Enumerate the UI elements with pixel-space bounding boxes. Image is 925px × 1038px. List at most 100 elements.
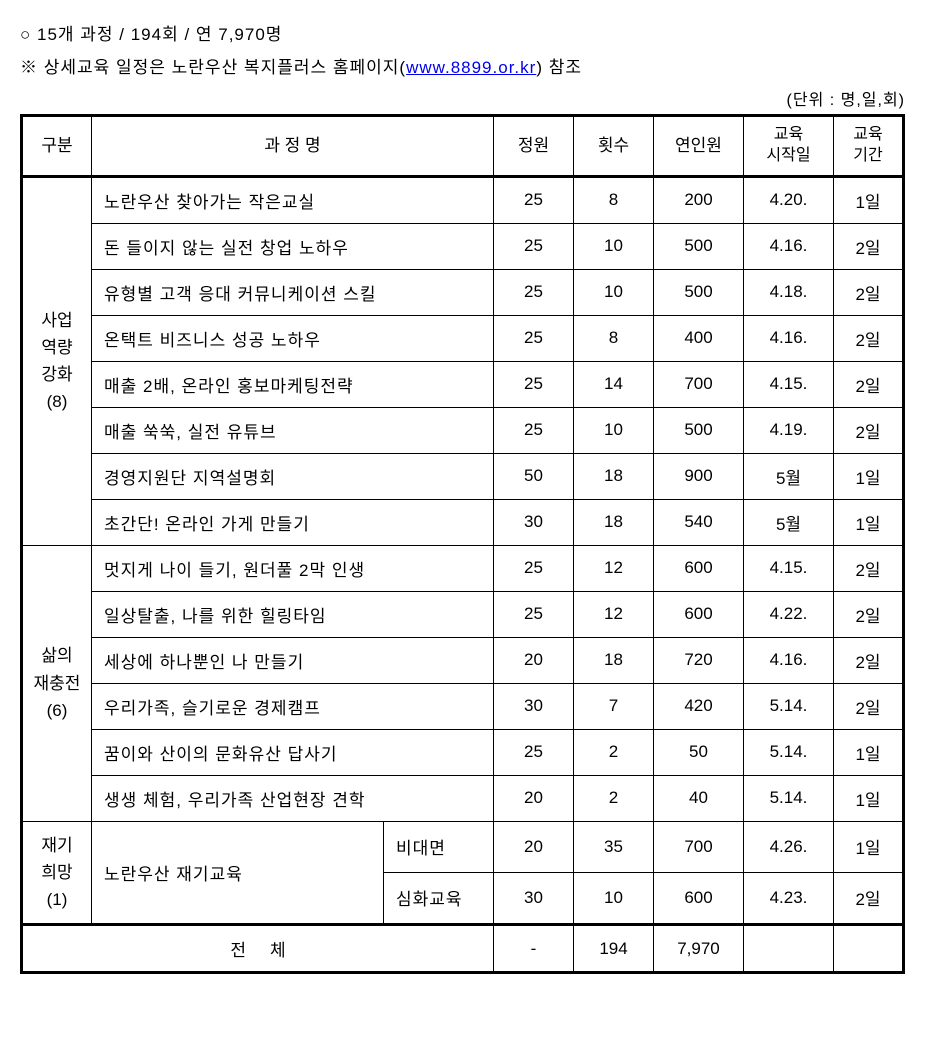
table-row: 재기희망(1)노란우산 재기교육비대면20357004.26.1일 [22, 821, 904, 872]
capacity-cell: 20 [494, 637, 574, 683]
capacity-cell: 25 [494, 223, 574, 269]
count-cell: 10 [574, 223, 654, 269]
capacity-cell: 25 [494, 361, 574, 407]
total-count-cell: 194 [574, 925, 654, 973]
capacity-cell: 20 [494, 821, 574, 872]
capacity-cell: 25 [494, 315, 574, 361]
total-annual-cell: 7,970 [654, 925, 744, 973]
summary-bullet: ○ 15개 과정 / 194회 / 연 7,970명 [20, 20, 905, 45]
total-start-cell [744, 925, 834, 973]
annual-cell: 200 [654, 176, 744, 223]
total-capacity-cell: - [494, 925, 574, 973]
duration-cell: 2일 [834, 315, 904, 361]
start-cell: 4.20. [744, 176, 834, 223]
count-cell: 12 [574, 591, 654, 637]
capacity-cell: 30 [494, 872, 574, 924]
course-name-cell: 매출 쑥쑥, 실전 유튜브 [92, 407, 494, 453]
start-cell: 5.14. [744, 729, 834, 775]
start-cell: 4.22. [744, 591, 834, 637]
education-table: 구분 과 정 명 정원 횟수 연인원 교육 시작일 교육 기간 사업역량강화(8… [20, 114, 905, 974]
capacity-cell: 20 [494, 775, 574, 821]
duration-cell: 1일 [834, 499, 904, 545]
annual-cell: 900 [654, 453, 744, 499]
capacity-cell: 30 [494, 499, 574, 545]
duration-cell: 2일 [834, 545, 904, 591]
category-cell: 삶의재충전(6) [22, 545, 92, 821]
start-cell: 5월 [744, 453, 834, 499]
duration-cell: 1일 [834, 775, 904, 821]
header-course: 과 정 명 [92, 116, 494, 177]
annual-cell: 400 [654, 315, 744, 361]
annual-cell: 600 [654, 591, 744, 637]
duration-cell: 1일 [834, 821, 904, 872]
annual-cell: 700 [654, 821, 744, 872]
course-name-cell: 초간단! 온라인 가게 만들기 [92, 499, 494, 545]
table-row: 유형별 고객 응대 커뮤니케이션 스킬25105004.18.2일 [22, 269, 904, 315]
table-row: 매출 2배, 온라인 홍보마케팅전략25147004.15.2일 [22, 361, 904, 407]
course-name-cell: 일상탈출, 나를 위한 힐링타임 [92, 591, 494, 637]
total-label-cell: 전체 [22, 925, 494, 973]
duration-cell: 2일 [834, 269, 904, 315]
start-cell: 5.14. [744, 683, 834, 729]
annual-cell: 600 [654, 872, 744, 924]
note-suffix: ) 참조 [536, 58, 582, 77]
count-cell: 14 [574, 361, 654, 407]
category-cell: 사업역량강화(8) [22, 176, 92, 545]
annual-cell: 540 [654, 499, 744, 545]
homepage-link[interactable]: www.8899.or.kr [406, 58, 536, 77]
count-cell: 8 [574, 315, 654, 361]
table-row: 사업역량강화(8)노란우산 찾아가는 작은교실2582004.20.1일 [22, 176, 904, 223]
start-cell: 4.16. [744, 315, 834, 361]
count-cell: 8 [574, 176, 654, 223]
start-cell: 4.23. [744, 872, 834, 924]
total-duration-cell [834, 925, 904, 973]
duration-cell: 1일 [834, 453, 904, 499]
table-row: 생생 체험, 우리가족 산업현장 견학202405.14.1일 [22, 775, 904, 821]
duration-cell: 2일 [834, 361, 904, 407]
start-cell: 5.14. [744, 775, 834, 821]
capacity-cell: 25 [494, 545, 574, 591]
annual-cell: 500 [654, 269, 744, 315]
table-row: 삶의재충전(6)멋지게 나이 들기, 원더풀 2막 인생25126004.15.… [22, 545, 904, 591]
table-row: 초간단! 온라인 가게 만들기30185405월1일 [22, 499, 904, 545]
header-capacity: 정원 [494, 116, 574, 177]
start-cell: 4.15. [744, 545, 834, 591]
course-name-cell: 돈 들이지 않는 실전 창업 노하우 [92, 223, 494, 269]
course-sub-cell: 비대면 [384, 821, 494, 872]
course-name-cell: 꿈이와 산이의 문화유산 답사기 [92, 729, 494, 775]
course-name-cell: 노란우산 찾아가는 작은교실 [92, 176, 494, 223]
annual-cell: 500 [654, 223, 744, 269]
count-cell: 18 [574, 637, 654, 683]
count-cell: 7 [574, 683, 654, 729]
note-prefix: ※ 상세교육 일정은 노란우산 복지플러스 홈페이지( [20, 58, 406, 77]
header-duration: 교육 기간 [834, 116, 904, 177]
category-cell: 재기희망(1) [22, 821, 92, 925]
capacity-cell: 25 [494, 407, 574, 453]
start-cell: 4.26. [744, 821, 834, 872]
table-row: 경영지원단 지역설명회50189005월1일 [22, 453, 904, 499]
annual-cell: 600 [654, 545, 744, 591]
unit-label: (단위 : 명,일,회) [20, 86, 905, 110]
total-row: 전체-1947,970 [22, 925, 904, 973]
capacity-cell: 30 [494, 683, 574, 729]
course-name-cell: 세상에 하나뿐인 나 만들기 [92, 637, 494, 683]
duration-cell: 2일 [834, 872, 904, 924]
start-cell: 4.16. [744, 637, 834, 683]
course-main-cell: 노란우산 재기교육 [92, 821, 384, 925]
course-name-cell: 온택트 비즈니스 성공 노하우 [92, 315, 494, 361]
count-cell: 10 [574, 407, 654, 453]
course-name-cell: 매출 2배, 온라인 홍보마케팅전략 [92, 361, 494, 407]
count-cell: 10 [574, 872, 654, 924]
table-row: 우리가족, 슬기로운 경제캠프3074205.14.2일 [22, 683, 904, 729]
count-cell: 2 [574, 775, 654, 821]
duration-cell: 1일 [834, 729, 904, 775]
course-name-cell: 유형별 고객 응대 커뮤니케이션 스킬 [92, 269, 494, 315]
count-cell: 12 [574, 545, 654, 591]
annual-cell: 720 [654, 637, 744, 683]
count-cell: 10 [574, 269, 654, 315]
course-sub-cell: 심화교육 [384, 872, 494, 924]
duration-cell: 2일 [834, 223, 904, 269]
course-name-cell: 멋지게 나이 들기, 원더풀 2막 인생 [92, 545, 494, 591]
duration-cell: 1일 [834, 176, 904, 223]
capacity-cell: 25 [494, 269, 574, 315]
